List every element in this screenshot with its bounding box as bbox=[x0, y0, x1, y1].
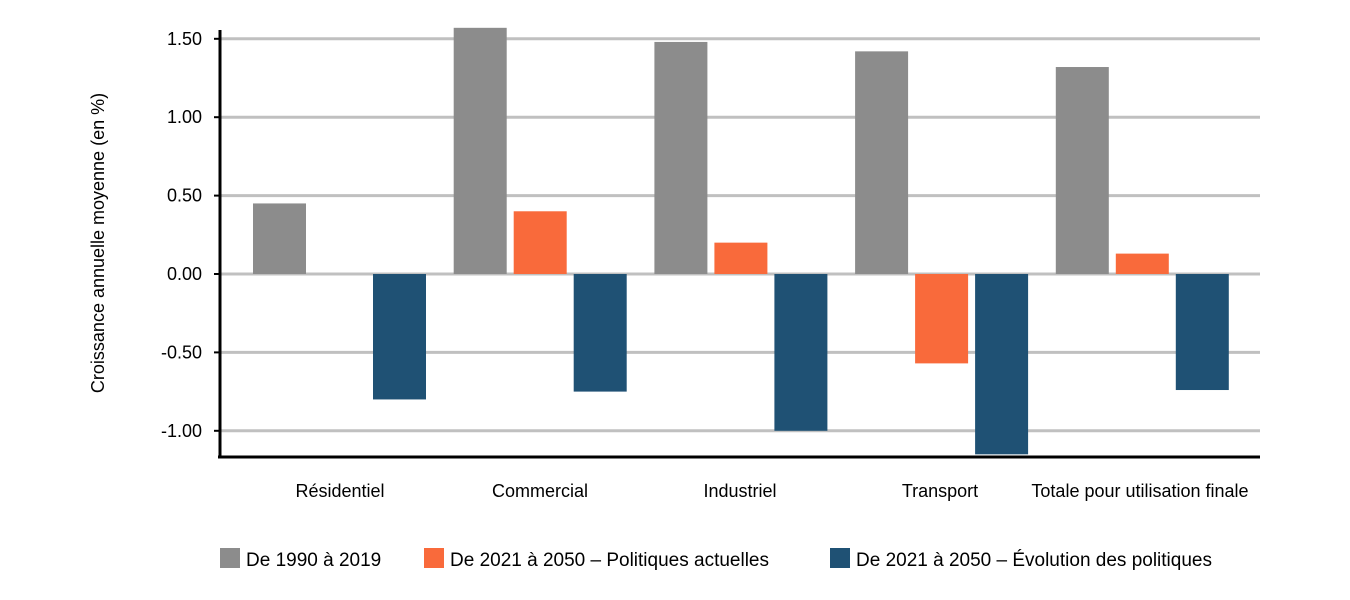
y-tick-label: 1.00 bbox=[167, 107, 202, 127]
bar-1-5 bbox=[1055, 67, 1109, 274]
category-label: Commercial bbox=[492, 481, 588, 501]
bar-3-1 bbox=[373, 274, 426, 400]
category-label: Industriel bbox=[703, 481, 776, 501]
bar-3-4 bbox=[975, 274, 1029, 455]
category-label: Totale pour utilisation finale bbox=[1031, 481, 1248, 501]
y-tick-label: -0.50 bbox=[161, 342, 202, 362]
legend-swatch bbox=[830, 548, 850, 568]
y-tick-label: 0.50 bbox=[167, 186, 202, 206]
bar-1-2 bbox=[453, 27, 507, 274]
legend-label: De 2021 à 2050 – Politiques actuelles bbox=[450, 550, 769, 571]
bar-1-3 bbox=[654, 41, 708, 274]
y-tick-label: 1.50 bbox=[167, 29, 202, 49]
axes bbox=[218, 30, 1260, 459]
legend-swatch bbox=[424, 548, 444, 568]
legend-swatch bbox=[220, 548, 240, 568]
legend-label: De 2021 à 2050 – Évolution des politique… bbox=[856, 550, 1212, 571]
bar-1-4 bbox=[855, 51, 909, 275]
y-tick-label: -1.00 bbox=[161, 421, 202, 441]
bar-2-4 bbox=[915, 274, 969, 364]
legend-label: De 1990 à 2019 bbox=[246, 550, 381, 571]
x-category-labels: Résidentiel Commercial Industriel Transport… bbox=[295, 481, 1248, 501]
bar-3-2 bbox=[573, 274, 627, 392]
category-label: Transport bbox=[902, 481, 978, 501]
bars bbox=[253, 27, 1229, 455]
bar-3-5 bbox=[1175, 274, 1229, 391]
bar-3-3 bbox=[774, 274, 828, 431]
bar-2-3 bbox=[714, 242, 768, 274]
y-tick-label: 0.00 bbox=[167, 264, 202, 284]
bar-2-2 bbox=[513, 211, 567, 274]
bar-2-5 bbox=[1115, 253, 1169, 274]
y-ticks: -1.00 -0.50 0.00 0.50 1.00 1.50 bbox=[161, 29, 220, 441]
bar-1-1 bbox=[253, 203, 306, 274]
y-axis-title: Croissance annuelle moyenne (en %) bbox=[88, 93, 108, 393]
legend: De 1990 à 2019 De 2021 à 2050 – Politique… bbox=[220, 548, 1212, 571]
category-label: Résidentiel bbox=[295, 481, 384, 501]
